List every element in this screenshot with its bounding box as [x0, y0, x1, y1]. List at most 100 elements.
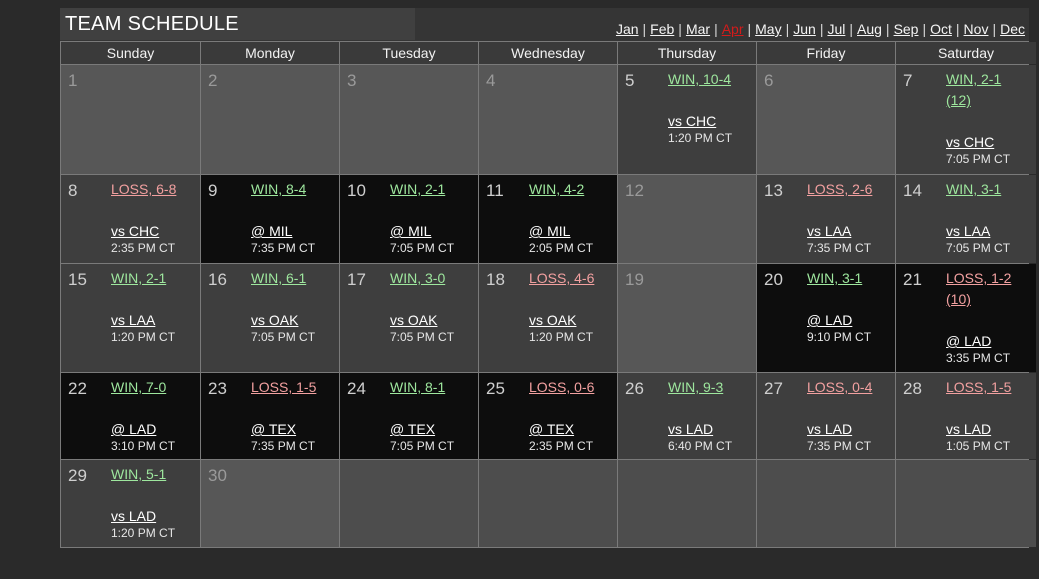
month-link-mar[interactable]: Mar [685, 21, 711, 37]
game-result-link[interactable]: LOSS, 1-2 (10) [946, 270, 1012, 307]
month-link-sep[interactable]: Sep [893, 21, 919, 37]
game-result-link[interactable]: WIN, 8-4 [251, 181, 307, 197]
game-time: 2:35 PM CT [111, 241, 176, 255]
opponent-link[interactable]: @ TEX [529, 421, 575, 437]
month-separator: | [747, 21, 752, 37]
month-link-nov[interactable]: Nov [963, 21, 989, 37]
game-result-link[interactable]: LOSS, 4-6 [529, 270, 595, 286]
month-separator: | [819, 21, 824, 37]
game-result-link[interactable]: LOSS, 2-6 [807, 181, 873, 197]
weekday-header-friday: Friday [757, 42, 895, 64]
day-number: 7 [903, 71, 913, 90]
opponent-link[interactable]: vs CHC [668, 113, 717, 129]
game-result-link[interactable]: LOSS, 1-5 [251, 379, 317, 395]
opponent-link[interactable]: vs LAD [111, 508, 157, 524]
opponent-link[interactable]: vs OAK [529, 312, 577, 328]
empty-day-cell [479, 460, 617, 547]
schedule-panel: TEAM SCHEDULE Jan | Feb | Mar | Apr | May | Jun | Ju… [60, 8, 1036, 548]
game-info: WIN, 4-2 @ MIL 2:05 PM CT [529, 179, 615, 255]
game-result-link[interactable]: WIN, 2-1 [111, 270, 167, 286]
game-info: LOSS, 2-6 vs LAA 7:35 PM CT [807, 179, 893, 255]
game-result-link[interactable]: WIN, 8-1 [390, 379, 446, 395]
opponent-link[interactable]: @ LAD [111, 421, 157, 437]
day-cell-13: 13 LOSS, 2-6 vs LAA 7:35 PM CT [757, 175, 895, 263]
game-result-link[interactable]: WIN, 10-4 [668, 71, 732, 87]
opponent-link[interactable]: vs CHC [946, 134, 995, 150]
day-cell-19: 19 [618, 264, 756, 372]
empty-day-cell [757, 460, 895, 547]
opponent-link[interactable]: @ TEX [251, 421, 297, 437]
day-number: 22 [68, 379, 87, 398]
opponent-link[interactable]: @ LAD [946, 333, 992, 349]
month-link-jan[interactable]: Jan [615, 21, 639, 37]
game-result-link[interactable]: WIN, 6-1 [251, 270, 307, 286]
weekday-header-monday: Monday [201, 42, 339, 64]
opponent-link[interactable]: @ MIL [251, 223, 293, 239]
day-cell-3: 3 [340, 65, 478, 174]
day-cell-29: 29 WIN, 5-1 vs LAD 1:20 PM CT [61, 460, 200, 547]
game-time: 1:20 PM CT [668, 131, 733, 145]
month-link-oct[interactable]: Oct [930, 21, 952, 37]
day-cell-11: 11 WIN, 4-2 @ MIL 2:05 PM CT [479, 175, 617, 263]
month-link-jun[interactable]: Jun [793, 21, 816, 37]
day-cell-1: 1 [61, 65, 200, 174]
game-result-link[interactable]: LOSS, 1-5 [946, 379, 1012, 395]
game-info: WIN, 2-1 (12) vs CHC 7:05 PM CT [946, 69, 1034, 166]
day-number: 25 [486, 379, 505, 398]
day-cell-26: 26 WIN, 9-3 vs LAD 6:40 PM CT [618, 373, 756, 459]
day-number: 12 [625, 181, 644, 200]
month-separator: | [922, 21, 927, 37]
day-number: 13 [764, 181, 783, 200]
game-result-link[interactable]: WIN, 9-3 [668, 379, 724, 395]
game-info: WIN, 5-1 vs LAD 1:20 PM CT [111, 464, 198, 540]
game-result-link[interactable]: LOSS, 0-6 [529, 379, 595, 395]
game-result-link[interactable]: WIN, 3-1 [946, 181, 1002, 197]
game-result-link[interactable]: WIN, 4-2 [529, 181, 585, 197]
game-result-link[interactable]: WIN, 3-0 [390, 270, 446, 286]
month-link-dec[interactable]: Dec [1000, 21, 1025, 37]
day-number: 3 [347, 71, 357, 90]
game-time: 7:35 PM CT [251, 439, 316, 453]
month-link-apr[interactable]: Apr [721, 21, 744, 37]
opponent-link[interactable]: @ LAD [807, 312, 853, 328]
game-result-link[interactable]: WIN, 2-1 (12) [946, 71, 1002, 108]
game-info: WIN, 9-3 vs LAD 6:40 PM CT [668, 377, 754, 453]
game-result-link[interactable]: WIN, 3-1 [807, 270, 863, 286]
month-link-may[interactable]: May [755, 21, 782, 37]
month-separator: | [885, 21, 890, 37]
game-time: 7:35 PM CT [807, 241, 872, 255]
opponent-link[interactable]: vs LAA [111, 312, 156, 328]
game-result-link[interactable]: WIN, 5-1 [111, 466, 167, 482]
opponent-link[interactable]: vs LAA [807, 223, 852, 239]
empty-day-cell [340, 460, 478, 547]
opponent-link[interactable]: vs CHC [111, 223, 160, 239]
game-time: 7:05 PM CT [251, 330, 316, 344]
game-time: 2:35 PM CT [529, 439, 594, 453]
day-number: 21 [903, 270, 922, 289]
opponent-link[interactable]: vs LAD [946, 421, 992, 437]
opponent-link[interactable]: vs LAD [668, 421, 714, 437]
game-result-link[interactable]: WIN, 7-0 [111, 379, 167, 395]
game-result-link[interactable]: WIN, 2-1 [390, 181, 446, 197]
day-number: 29 [68, 466, 87, 485]
game-info: WIN, 7-0 @ LAD 3:10 PM CT [111, 377, 198, 453]
day-cell-18: 18 LOSS, 4-6 vs OAK 1:20 PM CT [479, 264, 617, 372]
day-cell-22: 22 WIN, 7-0 @ LAD 3:10 PM CT [61, 373, 200, 459]
month-link-jul[interactable]: Jul [827, 21, 846, 37]
day-number: 27 [764, 379, 783, 398]
opponent-link[interactable]: vs LAA [946, 223, 991, 239]
opponent-link[interactable]: @ MIL [390, 223, 432, 239]
opponent-link[interactable]: @ TEX [390, 421, 436, 437]
opponent-link[interactable]: vs OAK [251, 312, 299, 328]
day-cell-23: 23 LOSS, 1-5 @ TEX 7:35 PM CT [201, 373, 339, 459]
month-link-feb[interactable]: Feb [650, 21, 675, 37]
day-cell-25: 25 LOSS, 0-6 @ TEX 2:35 PM CT [479, 373, 617, 459]
opponent-link[interactable]: @ MIL [529, 223, 571, 239]
game-result-link[interactable]: LOSS, 6-8 [111, 181, 177, 197]
game-result-link[interactable]: LOSS, 0-4 [807, 379, 873, 395]
day-number: 30 [208, 466, 227, 485]
day-number: 16 [208, 270, 227, 289]
month-link-aug[interactable]: Aug [857, 21, 882, 37]
opponent-link[interactable]: vs LAD [807, 421, 853, 437]
opponent-link[interactable]: vs OAK [390, 312, 438, 328]
